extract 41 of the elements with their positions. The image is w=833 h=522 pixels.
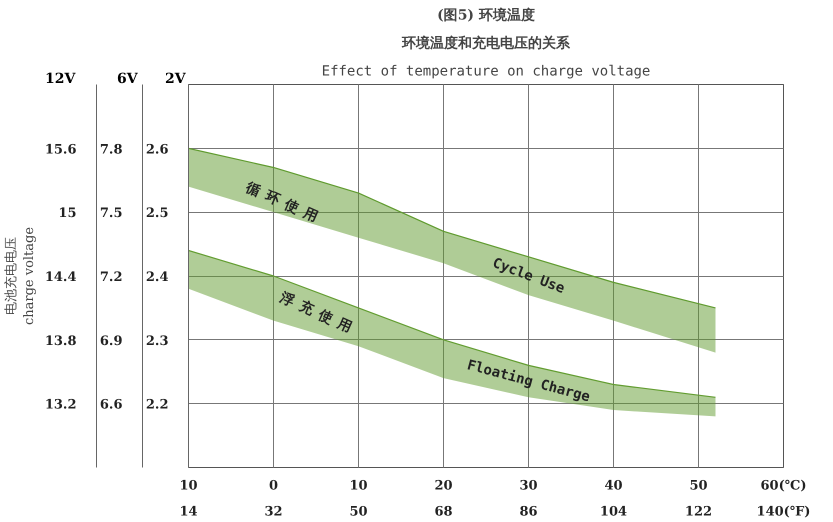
- x-tick-label: 20: [434, 478, 453, 494]
- y2-tick-label: 7.5: [100, 206, 123, 222]
- x-tick-label: 30: [519, 478, 538, 494]
- x-tick-label: 40: [604, 478, 623, 494]
- y-tick-label: 2.5: [146, 206, 169, 222]
- x2-tick-label: 68: [434, 504, 453, 520]
- x-tick-label: 10: [179, 478, 198, 494]
- x2-tick-label: 32: [264, 504, 283, 520]
- y-tick-label: 2.3: [146, 334, 169, 349]
- y3-tick-label: 15: [58, 206, 77, 222]
- x2-tick-label: 86: [519, 504, 538, 520]
- y3-tick-label: 14.4: [44, 270, 77, 285]
- y3-tick-label: 15.6: [44, 142, 77, 158]
- y3-tick-label: 13.8: [44, 334, 77, 349]
- text: 电池充电电压 charge voltage: [4, 226, 37, 326]
- chart-subtitle: 环境温度和充电电压的关系: [401, 34, 571, 52]
- x-tick-label: 60(℃): [760, 478, 806, 494]
- x-tick-label: 50: [689, 478, 708, 494]
- x2-tick-label: 50: [349, 504, 368, 520]
- y-tick-label: 2.4: [146, 270, 169, 285]
- x2-tick-label: 140(℉): [756, 504, 810, 520]
- y2-tick-label: 6.9: [100, 334, 123, 349]
- y2-tick-label: 7.2: [100, 270, 123, 285]
- x2-tick-label: 14: [179, 504, 198, 520]
- y2-tick-label: 7.8: [100, 142, 123, 158]
- chart-title: (图5) 环境温度: [437, 6, 535, 24]
- y-tick-label: 2.6: [146, 142, 169, 158]
- x-tick-label: 0: [268, 478, 278, 494]
- text: Effect of temperature on charge voltage: [322, 64, 650, 80]
- y2-tick-label: 6.6: [100, 398, 123, 413]
- y2-axis-title: 6V: [117, 70, 138, 89]
- x2-tick-label: 104: [600, 504, 628, 520]
- annotation: 循 环 使 用: [242, 179, 320, 226]
- y-tick-label: 2.2: [146, 398, 169, 413]
- x-tick-label: 10: [349, 478, 368, 494]
- text: Cycle Use: [490, 255, 567, 297]
- y3-axis-title: 12V: [45, 70, 76, 89]
- annotation: 浮 充 使 用: [276, 288, 355, 336]
- y3-tick-label: 13.2: [44, 398, 77, 413]
- x2-tick-label: 122: [684, 504, 712, 520]
- y-axis-title: 2V: [165, 70, 186, 89]
